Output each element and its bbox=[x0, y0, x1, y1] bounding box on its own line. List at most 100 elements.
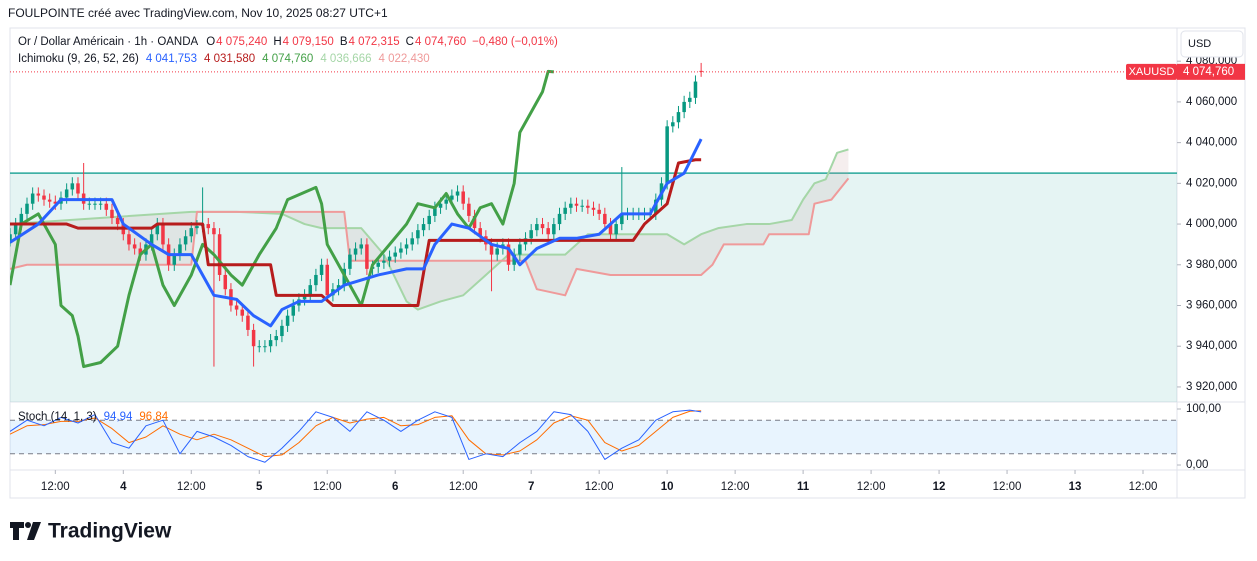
logo-icon bbox=[25, 522, 31, 528]
indicator-line bbox=[10, 158, 702, 307]
candle-body bbox=[314, 274, 318, 286]
indicator-line bbox=[10, 69, 554, 369]
currency-button[interactable] bbox=[1180, 30, 1244, 58]
candle-body bbox=[138, 248, 143, 255]
candle-body bbox=[427, 215, 431, 225]
x-tick-label: 6 bbox=[392, 481, 398, 493]
candle-body bbox=[336, 285, 341, 290]
candle-body bbox=[467, 203, 471, 216]
candle-body bbox=[155, 224, 160, 235]
x-tick-label: 7 bbox=[528, 481, 534, 493]
candle-body bbox=[382, 260, 386, 263]
candle-body bbox=[365, 244, 369, 269]
candle-body bbox=[285, 315, 290, 326]
x-tick-label: 12:00 bbox=[177, 481, 206, 493]
candle-body bbox=[319, 264, 324, 275]
candle-body bbox=[251, 329, 256, 347]
candle-body bbox=[195, 226, 199, 229]
indicator-name: Stoch (14, 1, 3) bbox=[18, 411, 97, 423]
candle-body bbox=[699, 70, 703, 72]
candle-body bbox=[393, 252, 397, 257]
candle-body bbox=[614, 224, 618, 235]
frame bbox=[9, 27, 1246, 499]
logo-icon bbox=[27, 522, 41, 540]
candle-body bbox=[421, 224, 426, 231]
candle-body bbox=[450, 195, 454, 200]
candle-body bbox=[13, 224, 18, 235]
ohlc-key: O bbox=[206, 36, 215, 48]
candle-body bbox=[104, 203, 109, 210]
candle-body bbox=[552, 224, 556, 235]
candle-body bbox=[608, 224, 613, 235]
candle-body bbox=[546, 228, 550, 235]
indicator-name: Ichimoku (9, 26, 52, 26) bbox=[18, 53, 139, 65]
candle-body bbox=[149, 234, 154, 245]
candle-body bbox=[461, 191, 465, 204]
candle-body bbox=[178, 244, 182, 255]
candle-body bbox=[161, 224, 165, 245]
candle-body bbox=[376, 262, 380, 267]
candle-body bbox=[47, 199, 52, 202]
brand: TradingView bbox=[48, 520, 172, 543]
x-tick-label: 12:00 bbox=[585, 481, 614, 493]
x-tick-label: 12:00 bbox=[857, 481, 886, 493]
candle-body bbox=[263, 346, 267, 348]
candle-body bbox=[206, 224, 211, 229]
y-tick-label: 100,00 bbox=[1186, 403, 1221, 415]
candle-body bbox=[70, 183, 75, 190]
y-tick-label: 0,00 bbox=[1186, 459, 1208, 471]
candle-body bbox=[10, 234, 12, 241]
indicator-value: 4 074,760 bbox=[262, 53, 313, 65]
candle-body bbox=[495, 248, 499, 255]
candle-body bbox=[489, 244, 494, 255]
symbol-tag-text: XAUUSD bbox=[1129, 66, 1175, 78]
x-tick-label: 13 bbox=[1069, 481, 1082, 493]
logo: TradingView bbox=[10, 520, 172, 543]
ohlc-key: H bbox=[273, 36, 281, 48]
candle-body bbox=[76, 183, 80, 194]
y-tick-label: 3 960,000 bbox=[1186, 300, 1237, 312]
candle-body bbox=[19, 213, 24, 225]
price-pane bbox=[10, 62, 1177, 402]
symbol: Or / Dollar Américain · 1h · OANDA bbox=[18, 36, 199, 48]
candle-body bbox=[472, 215, 477, 229]
candle-body bbox=[274, 336, 279, 341]
ohlc-value: 4 074,760 bbox=[415, 36, 466, 48]
ohlc-value: 4 075,240 bbox=[216, 36, 267, 48]
candle-body bbox=[217, 234, 222, 275]
candle-body bbox=[240, 309, 245, 316]
candle-body bbox=[348, 254, 352, 269]
x-tick-label: 10 bbox=[661, 481, 674, 493]
candle-body bbox=[87, 203, 92, 205]
candle-body bbox=[234, 305, 239, 310]
price-tag bbox=[1177, 63, 1245, 80]
candle-body bbox=[93, 203, 97, 205]
candle-body bbox=[42, 195, 46, 200]
candle-body bbox=[569, 203, 573, 208]
y-tick-label: 3 980,000 bbox=[1186, 259, 1237, 271]
candle-body bbox=[580, 205, 584, 207]
y-tick-label: 3 920,000 bbox=[1186, 381, 1237, 393]
candle-body bbox=[512, 254, 516, 265]
candle-body bbox=[353, 248, 358, 255]
y-tick-label: 4 060,000 bbox=[1186, 96, 1237, 108]
x-tick-label: 12:00 bbox=[1129, 481, 1158, 493]
currency-label: USD bbox=[1188, 38, 1211, 50]
indicator-line bbox=[10, 409, 702, 463]
logo-icon bbox=[10, 522, 24, 540]
candle-body bbox=[399, 248, 403, 253]
candle-body bbox=[410, 238, 414, 245]
indicator-value: 4 041,753 bbox=[146, 53, 197, 65]
y-tick-label: 4 080,000 bbox=[1186, 55, 1237, 67]
candle-body bbox=[433, 207, 437, 216]
candle-body bbox=[563, 207, 567, 214]
candle-body bbox=[682, 101, 686, 113]
candle-body bbox=[416, 230, 420, 239]
x-tick-label: 12:00 bbox=[449, 481, 478, 493]
candle-body bbox=[455, 191, 460, 196]
candle-body bbox=[404, 244, 409, 249]
candle-body bbox=[132, 244, 137, 249]
candle-body bbox=[53, 201, 58, 204]
candle-body bbox=[506, 244, 511, 265]
